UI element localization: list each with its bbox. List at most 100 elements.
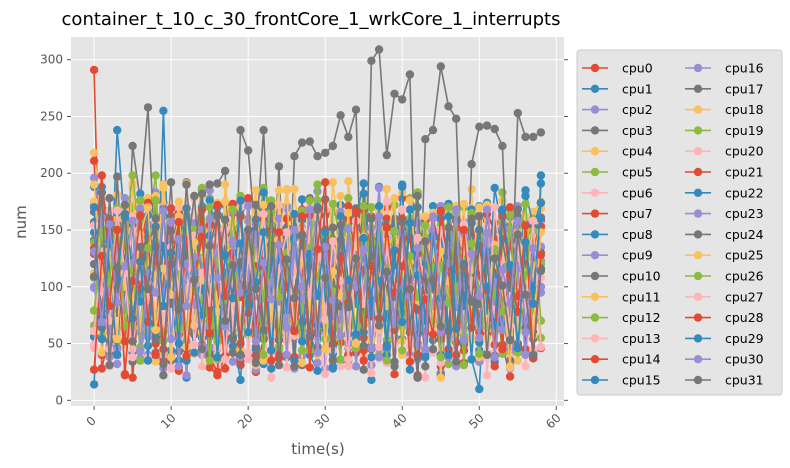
data-point xyxy=(274,240,284,249)
data-point xyxy=(105,194,114,203)
data-point xyxy=(105,220,114,229)
legend-swatch-marker xyxy=(590,251,600,260)
data-point xyxy=(143,203,153,212)
data-point xyxy=(244,202,253,211)
data-point xyxy=(328,339,338,348)
y-tick-label: 300 xyxy=(40,53,63,67)
data-point xyxy=(128,353,137,362)
legend-item-cpu8: cpu8 xyxy=(582,227,653,242)
data-point xyxy=(452,357,461,366)
legend-label: cpu25 xyxy=(725,248,764,263)
data-point xyxy=(374,342,384,352)
data-point xyxy=(151,171,160,180)
data-point xyxy=(405,357,415,366)
data-point xyxy=(505,203,515,212)
legend-item-cpu5: cpu5 xyxy=(582,165,653,180)
legend-label: cpu19 xyxy=(725,123,764,138)
legend-swatch-marker xyxy=(693,84,703,94)
data-point xyxy=(89,203,99,212)
legend-label: cpu1 xyxy=(622,81,653,96)
data-point xyxy=(428,345,438,354)
data-point xyxy=(482,229,492,238)
data-point xyxy=(297,346,307,355)
data-point xyxy=(344,355,353,364)
data-point xyxy=(297,195,307,204)
legend-swatch-marker xyxy=(693,292,703,301)
data-point xyxy=(305,196,314,205)
data-point xyxy=(382,150,391,160)
data-point xyxy=(529,350,538,360)
data-point xyxy=(251,358,261,368)
legend-swatch-marker xyxy=(590,84,600,94)
data-point xyxy=(436,206,445,215)
y-tick-label: 150 xyxy=(40,223,63,237)
data-point xyxy=(344,194,353,203)
data-point xyxy=(182,180,191,189)
data-point xyxy=(151,335,160,345)
data-point xyxy=(398,317,407,327)
data-point xyxy=(452,205,461,214)
legend-swatch-marker xyxy=(590,188,600,197)
data-point xyxy=(413,244,422,253)
legend-item-cpu11: cpu11 xyxy=(582,289,661,304)
data-point xyxy=(205,214,214,223)
legend-swatch-marker xyxy=(590,230,600,239)
data-point xyxy=(190,340,199,349)
data-point xyxy=(174,305,183,314)
x-tick-label: 30 xyxy=(312,411,333,432)
data-point xyxy=(244,298,253,307)
x-tick-label: 40 xyxy=(389,411,410,432)
legend-label: cpu0 xyxy=(622,61,653,76)
data-point xyxy=(459,262,469,271)
data-point xyxy=(143,284,153,294)
data-point xyxy=(367,56,376,65)
data-point xyxy=(190,348,199,357)
data-point xyxy=(505,335,515,345)
data-point xyxy=(482,121,492,130)
data-point xyxy=(128,216,137,226)
data-point xyxy=(228,205,237,214)
data-point xyxy=(444,350,453,360)
data-point xyxy=(205,363,214,372)
legend-swatch-marker xyxy=(693,167,703,177)
data-point xyxy=(351,339,361,348)
data-point xyxy=(174,197,183,206)
data-point xyxy=(136,204,145,213)
data-point xyxy=(213,179,222,188)
legend-item-cpu2: cpu2 xyxy=(582,102,653,117)
x-tick-label: 20 xyxy=(235,411,256,432)
legend-label: cpu22 xyxy=(725,185,764,200)
y-axis-label: num xyxy=(12,205,30,239)
data-point xyxy=(467,335,476,345)
data-point xyxy=(336,362,345,371)
data-point xyxy=(328,223,338,232)
legend-label: cpu29 xyxy=(725,331,764,346)
data-point xyxy=(382,356,391,365)
legend-swatch-marker xyxy=(590,126,600,135)
data-point xyxy=(182,371,191,380)
data-point xyxy=(475,333,484,343)
data-point xyxy=(390,246,399,255)
data-point xyxy=(290,184,299,194)
data-point xyxy=(244,328,253,337)
data-point xyxy=(328,237,338,246)
legend-swatch-marker xyxy=(590,167,600,177)
data-point xyxy=(89,148,99,157)
data-point xyxy=(113,125,122,135)
data-point xyxy=(313,180,322,189)
data-point xyxy=(405,205,415,214)
legend-label: cpu11 xyxy=(622,289,661,304)
data-point xyxy=(120,370,130,379)
data-point xyxy=(151,325,160,335)
data-point xyxy=(328,199,338,209)
data-point xyxy=(452,114,461,123)
data-point xyxy=(521,328,530,337)
legend-item-cpu0: cpu0 xyxy=(582,61,653,76)
legend-swatch-marker xyxy=(693,230,703,239)
data-point xyxy=(467,214,476,223)
legend-label: cpu17 xyxy=(725,81,764,96)
data-point xyxy=(475,203,484,212)
data-point xyxy=(120,262,130,271)
data-point xyxy=(97,171,107,180)
data-point xyxy=(259,350,268,360)
